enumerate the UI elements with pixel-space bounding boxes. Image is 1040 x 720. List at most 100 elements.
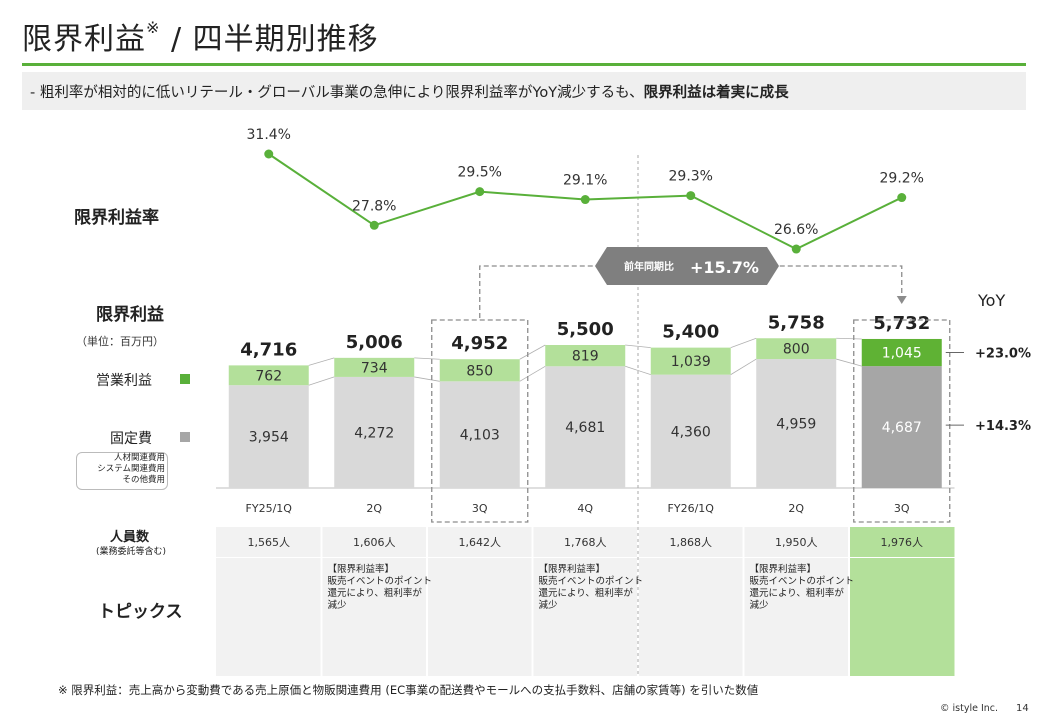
bar-operating-profit-label: 1,039 <box>671 354 711 370</box>
margin-rate-label: 29.1% <box>563 173 607 189</box>
marginal-profit-label: 限界利益 <box>96 305 164 325</box>
bar-operating-profit-label: 800 <box>783 342 810 358</box>
yoy-fixed-cost-value: +14.3% <box>975 419 1031 434</box>
legend-operating-profit-label: 営業利益 <box>96 373 152 389</box>
copyright: © istyle Inc. <box>940 703 999 714</box>
bar-operating-profit-label: 762 <box>255 368 282 384</box>
bar-total-label: 4,716 <box>240 339 297 360</box>
footnote: ※ 限界利益：売上高から変動費である売上原価と物販関連費用 (EC事業の配送費や… <box>58 683 759 697</box>
bar-total-label: 5,500 <box>557 319 614 340</box>
bar-connector <box>730 337 757 349</box>
topics-highlight-bg <box>849 558 955 676</box>
category-tick-label: FY26/1Q <box>668 502 715 515</box>
yoy-callout-connector <box>479 265 903 318</box>
bar-operating-profit <box>861 338 942 367</box>
headcount-value: 1,976人 <box>881 536 924 549</box>
margin-rate-point <box>264 149 274 159</box>
bar-fixed-cost <box>756 359 837 488</box>
margin-rate-label: 29.3% <box>669 169 713 185</box>
yoy-callout-arrowhead <box>896 296 907 304</box>
margin-rate-label: 29.2% <box>880 171 924 187</box>
bar-fixed-cost-label: 4,360 <box>671 424 711 440</box>
bar-connector <box>414 357 440 360</box>
margin-rate-label: 27.8% <box>352 198 396 214</box>
margin-rate-point <box>686 191 696 201</box>
bar-operating-profit <box>439 359 520 382</box>
margin-rate-point <box>580 195 590 205</box>
fixed-cost-detail-hr: 人材関連費用 <box>113 453 165 463</box>
bar-fixed-cost <box>439 381 520 488</box>
headcount-value: 1,868人 <box>670 536 713 549</box>
headcount-value: 1,642人 <box>459 536 502 549</box>
headcount-note: (業務委託等含む) <box>96 547 167 557</box>
highlight-box <box>431 319 529 523</box>
fixed-cost-breakdown: 人材関連費用 システム関連費用 その他費用 <box>76 452 168 490</box>
bar-total-label: 5,006 <box>346 332 403 353</box>
legend-fixed-cost-swatch <box>180 432 190 442</box>
bar-operating-profit-label: 819 <box>572 349 599 365</box>
legend-fixed-cost-label: 固定費 <box>110 431 152 447</box>
yoy-callout-badge <box>595 247 779 285</box>
subtitle-bar <box>22 72 1026 110</box>
margin-rate-label: 限界利益率 <box>74 208 159 228</box>
bar-total-label: 4,952 <box>451 333 508 354</box>
title-divider <box>22 63 1026 66</box>
topic-note: 【限界利益率】販売イベントのポイント還元により、粗利率が減少 <box>750 563 855 611</box>
margin-rate-label: 31.4% <box>247 127 291 143</box>
bar-fixed-cost <box>334 376 415 488</box>
bar-connector <box>836 358 862 367</box>
bar-operating-profit-label: 734 <box>361 360 388 376</box>
highlight-box <box>853 319 951 523</box>
yoy-callout-value: +15.7% <box>690 258 759 277</box>
topics-label: トピックス <box>98 602 183 622</box>
margin-rate-point <box>897 193 907 203</box>
bar-connector <box>836 337 862 340</box>
bar-operating-profit <box>545 345 626 367</box>
topic-note: 【限界利益率】販売イベントのポイント還元により、粗利率が減少 <box>328 563 433 611</box>
headcount-row-bg <box>216 527 955 557</box>
yoy-callout-prefix: 前年同期比 <box>624 260 674 273</box>
bar-connector <box>308 376 335 386</box>
bar-fixed-cost-label: 4,272 <box>354 425 394 441</box>
yoy-operating-profit-value: +23.0% <box>975 347 1031 362</box>
headcount-value: 1,950人 <box>775 536 818 549</box>
bar-operating-profit <box>334 357 415 377</box>
bar-fixed-cost-label: 4,681 <box>565 420 605 436</box>
bar-connector <box>519 344 546 360</box>
bar-operating-profit <box>756 338 837 360</box>
category-tick-label: 4Q <box>577 502 593 515</box>
headcount-value: 1,768人 <box>564 536 607 549</box>
bar-total-label: 5,732 <box>873 313 930 334</box>
bar-connector <box>519 365 546 382</box>
bar-operating-profit <box>228 365 309 386</box>
fixed-cost-detail-system: システム関連費用 <box>97 464 165 474</box>
topics-row-bg <box>216 558 955 676</box>
bar-fixed-cost-label: 4,687 <box>882 420 922 436</box>
bar-fixed-cost <box>861 366 942 488</box>
bar-connector <box>730 358 757 375</box>
bar-connector <box>414 376 440 382</box>
page-number: 14 <box>1016 703 1029 714</box>
category-tick-label: 3Q <box>894 502 910 515</box>
headcount-highlight-bg <box>849 527 955 557</box>
unit-label: （単位：百万円） <box>76 335 164 348</box>
bar-fixed-cost <box>650 374 731 488</box>
category-tick-label: 2Q <box>788 502 804 515</box>
margin-rate-label: 29.5% <box>458 165 502 181</box>
category-tick-label: FY25/1Q <box>246 502 293 515</box>
bar-operating-profit <box>650 347 731 375</box>
bar-connector <box>625 365 651 376</box>
category-tick-label: 2Q <box>366 502 382 515</box>
yoy-header: YoY <box>978 291 1006 310</box>
subtitle: - 粗利率が相対的に低いリテール・グローバル事業の急伸により限界利益率がYoY減… <box>30 85 789 101</box>
page-title: 限界利益※ / 四半期別推移 <box>22 18 379 57</box>
fixed-cost-detail-other: その他費用 <box>122 475 165 485</box>
legend-operating-profit-swatch <box>180 374 190 384</box>
bar-fixed-cost-label: 4,103 <box>460 428 500 444</box>
bar-connector <box>308 357 335 366</box>
headcount-value: 1,565人 <box>248 536 291 549</box>
margin-rate-point <box>475 187 485 197</box>
margin-rate-point <box>369 220 379 230</box>
bar-total-label: 5,400 <box>662 322 719 343</box>
